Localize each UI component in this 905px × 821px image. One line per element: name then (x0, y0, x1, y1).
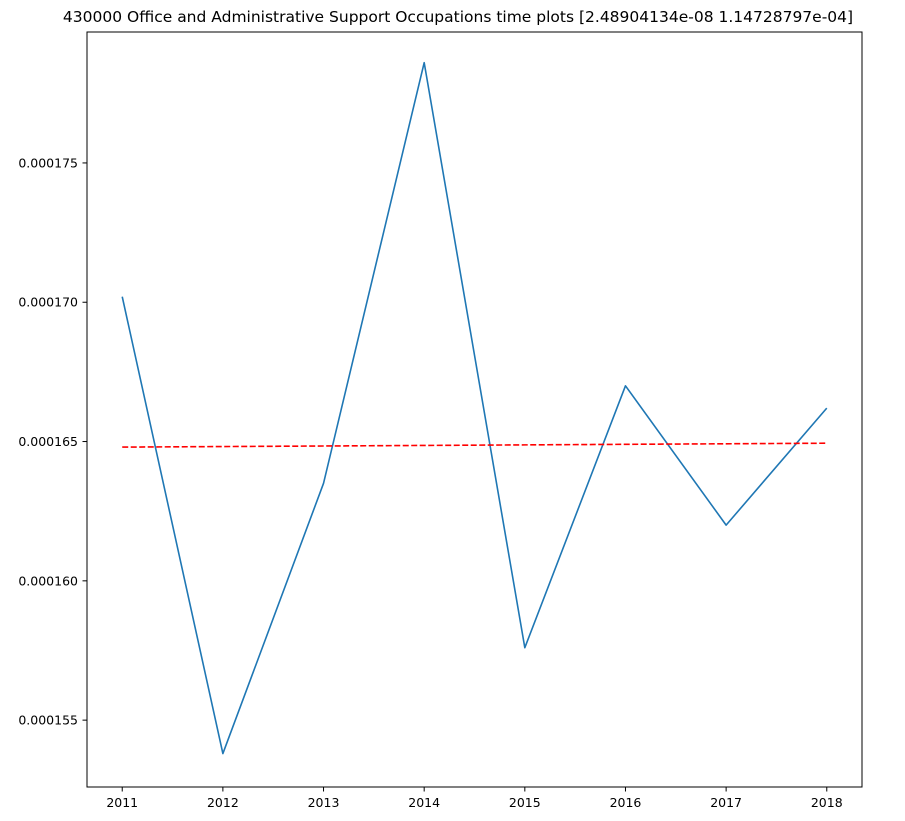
y-tick-label: 0.000165 (18, 434, 78, 449)
x-tick-label: 2013 (308, 795, 340, 810)
x-tick-label: 2015 (509, 795, 541, 810)
x-tick-label: 2012 (207, 795, 239, 810)
y-tick-label: 0.000170 (18, 295, 78, 310)
x-tick-label: 2018 (811, 795, 843, 810)
x-tick-label: 2011 (106, 795, 138, 810)
chart-title: 430000 Office and Administrative Support… (63, 8, 853, 26)
series-line (121, 61, 828, 755)
x-tick-label: 2016 (610, 795, 642, 810)
plot-frame (86, 31, 863, 788)
x-tick-label: 2017 (710, 795, 742, 810)
y-tick-label: 0.000155 (18, 713, 78, 728)
y-tick-label: 0.000175 (18, 155, 78, 170)
y-tick-label: 0.000160 (18, 573, 78, 588)
x-tick-label: 2014 (408, 795, 440, 810)
trend-line (122, 442, 827, 448)
